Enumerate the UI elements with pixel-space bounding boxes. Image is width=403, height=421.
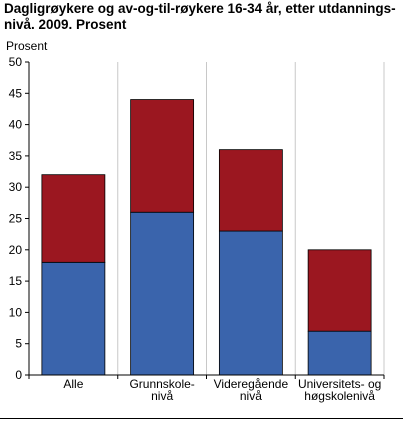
bar-segment-series-2 — [307, 249, 372, 332]
x-tick-label: høgskolenivå — [304, 389, 375, 403]
bars — [41, 99, 372, 376]
y-tick-label: 45 — [9, 86, 23, 100]
y-tick-label: 35 — [9, 149, 23, 163]
bar-segment-series-2 — [130, 99, 195, 213]
y-tick-label: 5 — [15, 337, 22, 351]
y-tick-label: 0 — [15, 368, 22, 382]
y-axis-label: Prosent — [6, 39, 48, 53]
bar-segment-series-2 — [41, 174, 106, 263]
y-tick-label: 50 — [9, 55, 23, 69]
y-tick-label: 15 — [9, 274, 23, 288]
chart-title-line-2: nivå. 2009. Prosent — [4, 17, 127, 32]
y-tick-label: 20 — [9, 243, 23, 257]
y-tick-label: 30 — [9, 180, 23, 194]
bar-segment-series-2 — [218, 149, 283, 232]
chart-title: Dagligrøykere og av-og-til-røykere 16-34… — [4, 1, 402, 33]
x-tick-label: Videregående — [214, 377, 289, 391]
y-axis-ticks: 0 5 10 15 20 25 30 35 40 45 50 — [9, 55, 29, 382]
x-tick-label: nivå — [151, 389, 173, 403]
y-tick-label: 10 — [9, 305, 23, 319]
bar-segment-series-1 — [130, 211, 195, 376]
x-tick-label: nivå — [240, 389, 262, 403]
bar-segment-series-1 — [307, 330, 372, 376]
x-tick-label: Alle — [63, 377, 83, 391]
bar-segment-series-1 — [41, 261, 106, 376]
x-tick-label: Grunnskole- — [129, 377, 194, 391]
bottom-rule — [0, 418, 403, 419]
x-tick-label: Universitets- og — [298, 377, 381, 391]
y-tick-label: 40 — [9, 118, 23, 132]
bar-segment-series-1 — [218, 230, 283, 376]
chart-title-line-1: Dagligrøykere og av-og-til-røykere 16-34… — [4, 1, 396, 16]
gridlines — [117, 62, 385, 375]
y-tick-label: 25 — [9, 212, 23, 226]
x-axis-labels: Alle Grunnskole-nivåVideregåendenivåUnive… — [28, 375, 385, 403]
